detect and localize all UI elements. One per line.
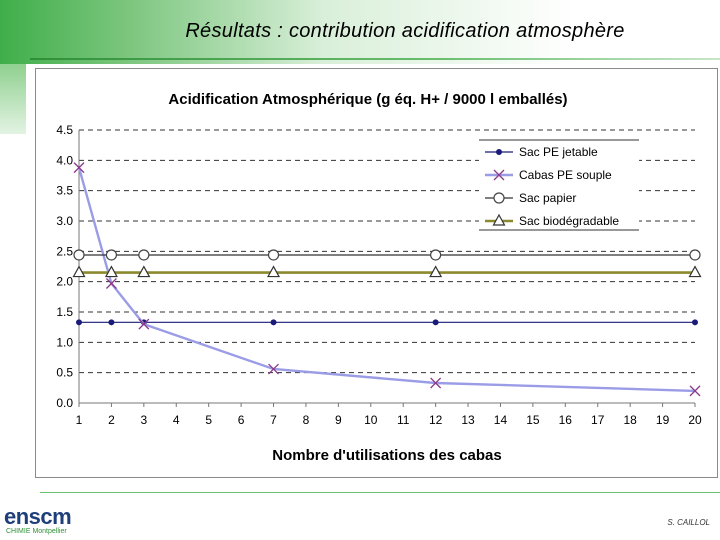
y-tick-label: 3.5 (56, 184, 73, 198)
x-tick-label: 11 (397, 413, 410, 427)
x-tick-label: 7 (270, 413, 277, 427)
data-point (270, 319, 277, 326)
x-tick-label: 4 (173, 413, 180, 427)
chart-title: Acidification Atmosphérique (g éq. H+ / … (168, 91, 567, 108)
legend-box (479, 142, 639, 228)
data-point (430, 377, 442, 389)
data-point (73, 249, 85, 261)
series-line (77, 167, 696, 393)
footer-rule (40, 492, 720, 493)
x-tick-label: 9 (335, 413, 342, 427)
y-tick-label: 0.5 (56, 366, 73, 380)
y-tick-label: 1.0 (56, 335, 73, 349)
x-tick-label: 2 (108, 413, 115, 427)
x-tick-label: 17 (591, 413, 605, 427)
data-point (430, 249, 442, 261)
data-point (108, 319, 115, 326)
data-point (267, 265, 281, 278)
x-tick-label: 16 (559, 413, 573, 427)
legend-marker (492, 213, 506, 226)
data-point (432, 319, 439, 326)
legend-label: Sac PE jetable (519, 145, 598, 159)
legend-marker (493, 192, 505, 204)
legend-label: Sac biodégradable (519, 214, 619, 228)
x-axis-label: Nombre d'utilisations des cabas (272, 447, 501, 464)
x-tick-label: 18 (623, 413, 637, 427)
legend-label: Cabas PE souple (519, 168, 612, 182)
x-tick-label: 20 (688, 413, 702, 427)
x-tick-label: 3 (140, 413, 147, 427)
data-point (692, 319, 698, 326)
x-tick-label: 10 (364, 413, 378, 427)
logo: enscm CHIMIE Montpellier (2, 500, 82, 538)
header-rule (30, 58, 720, 60)
x-tick-label: 13 (461, 413, 475, 427)
data-point (689, 385, 701, 397)
y-tick-label: 4.0 (56, 153, 73, 167)
series-dot (76, 319, 698, 326)
data-point (138, 318, 150, 330)
series-circle (73, 249, 701, 261)
data-point (104, 265, 118, 278)
y-tick-label: 1.5 (56, 305, 73, 319)
data-point (137, 265, 151, 278)
x-tick-label: 12 (429, 413, 443, 427)
x-tick-label: 5 (205, 413, 212, 427)
x-tick-label: 19 (656, 413, 670, 427)
legend: Sac PE jetable Cabas PE souple Sac papier S… (479, 139, 639, 231)
chart: Acidification Atmosphérique (g éq. H+ / … (56, 91, 702, 464)
y-tick-label: 4.5 (56, 123, 73, 137)
logo-wordmark: enscm (4, 504, 72, 529)
data-point (688, 265, 702, 278)
x-tick-label: 6 (238, 413, 245, 427)
data-point (689, 249, 701, 261)
data-point (73, 162, 85, 174)
data-point (105, 278, 117, 289)
x-tick-label: 1 (76, 413, 83, 427)
data-point (267, 249, 280, 261)
legend-marker (496, 149, 502, 155)
legend-marker (493, 169, 505, 181)
data-point (76, 319, 82, 326)
logo-subtext: CHIMIE Montpellier (6, 528, 67, 535)
x-tick-label: 14 (494, 413, 508, 427)
data-point (72, 265, 86, 278)
data-point (138, 249, 150, 261)
legend-label: Sac papier (519, 191, 576, 205)
y-tick-label: 3.0 (56, 214, 73, 228)
slide-title: Résultats : contribution acidification a… (185, 20, 625, 42)
y-tick-label: 2.5 (56, 244, 73, 258)
series-x (73, 162, 701, 397)
x-tick-label: 8 (303, 413, 310, 427)
data-point (429, 265, 443, 278)
series-triangle (72, 265, 702, 278)
x-tick-label: 15 (526, 413, 540, 427)
author-credit: S. CAILLOL (667, 518, 710, 527)
y-tick-label: 2.0 (56, 275, 73, 289)
data-point (105, 249, 118, 261)
side-accent (0, 64, 26, 134)
y-tick-label: 0.0 (56, 396, 73, 410)
header-band (0, 0, 720, 64)
data-point (268, 363, 279, 375)
